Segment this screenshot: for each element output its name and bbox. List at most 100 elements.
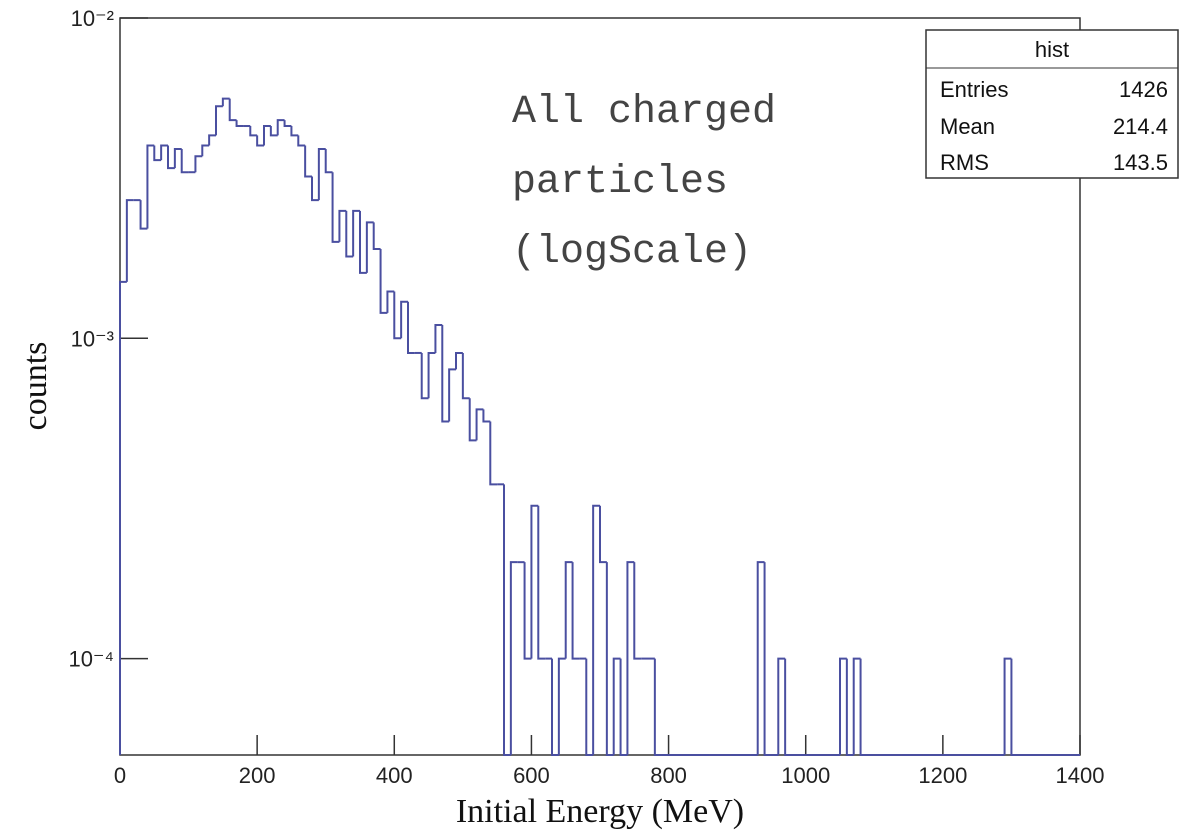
bin bbox=[215, 105, 223, 136]
stats-key: Mean bbox=[940, 114, 995, 139]
bin bbox=[249, 126, 258, 137]
bin bbox=[228, 98, 237, 122]
bin bbox=[612, 657, 621, 755]
bin bbox=[756, 561, 765, 755]
bin bbox=[297, 135, 306, 147]
annotation: All charged bbox=[512, 90, 776, 135]
bin bbox=[201, 144, 210, 157]
bin bbox=[194, 155, 203, 173]
bin bbox=[180, 148, 189, 174]
bin bbox=[571, 562, 580, 660]
x-tick-label: 800 bbox=[650, 763, 687, 788]
bin bbox=[407, 301, 415, 354]
stats-value: 1426 bbox=[1119, 77, 1168, 102]
bin bbox=[551, 658, 559, 756]
bin bbox=[386, 290, 395, 313]
bin bbox=[448, 368, 456, 422]
bin bbox=[619, 658, 628, 756]
bin bbox=[592, 504, 600, 755]
bin bbox=[626, 561, 635, 755]
bin bbox=[317, 147, 326, 201]
bin bbox=[564, 561, 573, 659]
x-tick-label: 400 bbox=[376, 763, 413, 788]
stats-key: RMS bbox=[940, 150, 989, 175]
y-tick-label: 10⁻⁴ bbox=[68, 647, 114, 672]
bin bbox=[585, 658, 594, 756]
bin bbox=[605, 562, 614, 756]
bin bbox=[338, 209, 347, 242]
bin bbox=[139, 200, 148, 230]
annotation: (logScale) bbox=[512, 230, 752, 275]
bin bbox=[379, 249, 388, 314]
bin bbox=[345, 210, 354, 258]
bin bbox=[523, 562, 532, 660]
bin bbox=[1010, 658, 1019, 756]
bin bbox=[455, 351, 463, 370]
bin bbox=[468, 398, 477, 442]
bin bbox=[173, 147, 182, 169]
bin bbox=[221, 97, 230, 107]
bin bbox=[263, 125, 271, 146]
y-tick-label: 10⁻³ bbox=[71, 326, 114, 351]
bin bbox=[852, 657, 861, 755]
bin bbox=[537, 505, 546, 660]
bin bbox=[557, 657, 566, 755]
stats-frame bbox=[925, 29, 1179, 179]
bin bbox=[434, 324, 443, 353]
stats-box: hist Entries 1426 Mean 214.4 RMS 143.5 bbox=[925, 29, 1179, 179]
stats-title: hist bbox=[1035, 37, 1069, 62]
bin bbox=[160, 144, 168, 161]
bin bbox=[208, 134, 216, 146]
bin bbox=[653, 658, 662, 756]
annotation: particles bbox=[512, 160, 728, 205]
bin bbox=[235, 120, 244, 128]
x-axis-label: Initial Energy (MeV) bbox=[456, 793, 744, 830]
bin bbox=[839, 657, 847, 755]
bin bbox=[441, 325, 450, 423]
bin bbox=[393, 291, 402, 340]
bin bbox=[489, 421, 498, 486]
bin bbox=[633, 562, 642, 660]
bin bbox=[365, 221, 374, 273]
stats-value: 143.5 bbox=[1113, 150, 1168, 175]
stats-key: Entries bbox=[940, 77, 1008, 102]
bin bbox=[509, 561, 518, 755]
bin bbox=[125, 199, 134, 282]
bin bbox=[461, 352, 470, 400]
bin bbox=[859, 658, 868, 756]
bin bbox=[1003, 657, 1012, 755]
bin bbox=[276, 119, 285, 136]
x-tick-label: 200 bbox=[239, 763, 276, 788]
bin bbox=[503, 484, 511, 756]
bin bbox=[845, 658, 854, 756]
bin bbox=[763, 562, 772, 756]
bin bbox=[324, 148, 333, 174]
bin bbox=[372, 222, 381, 251]
bin bbox=[599, 505, 607, 564]
bin bbox=[283, 120, 292, 128]
bin bbox=[331, 172, 340, 243]
stats-value: 214.4 bbox=[1113, 114, 1168, 139]
bin bbox=[777, 657, 786, 755]
bin bbox=[530, 504, 539, 659]
bin bbox=[427, 351, 436, 399]
bin bbox=[269, 126, 278, 137]
bin bbox=[304, 145, 312, 178]
bin bbox=[290, 126, 299, 137]
bin bbox=[352, 209, 360, 257]
bin bbox=[784, 658, 792, 756]
x-tick-label: 1000 bbox=[781, 763, 830, 788]
bin bbox=[256, 135, 264, 147]
bin bbox=[420, 352, 429, 400]
x-tick-label: 1400 bbox=[1056, 763, 1105, 788]
bin bbox=[146, 144, 155, 229]
bin bbox=[153, 145, 162, 162]
bin bbox=[400, 300, 408, 339]
bin bbox=[167, 145, 175, 170]
x-tick-label: 0 bbox=[114, 763, 126, 788]
y-tick-label: 10⁻² bbox=[71, 6, 114, 31]
y-axis-label: counts bbox=[17, 342, 54, 431]
x-tick-label: 600 bbox=[513, 763, 550, 788]
x-tick-label: 1200 bbox=[918, 763, 967, 788]
